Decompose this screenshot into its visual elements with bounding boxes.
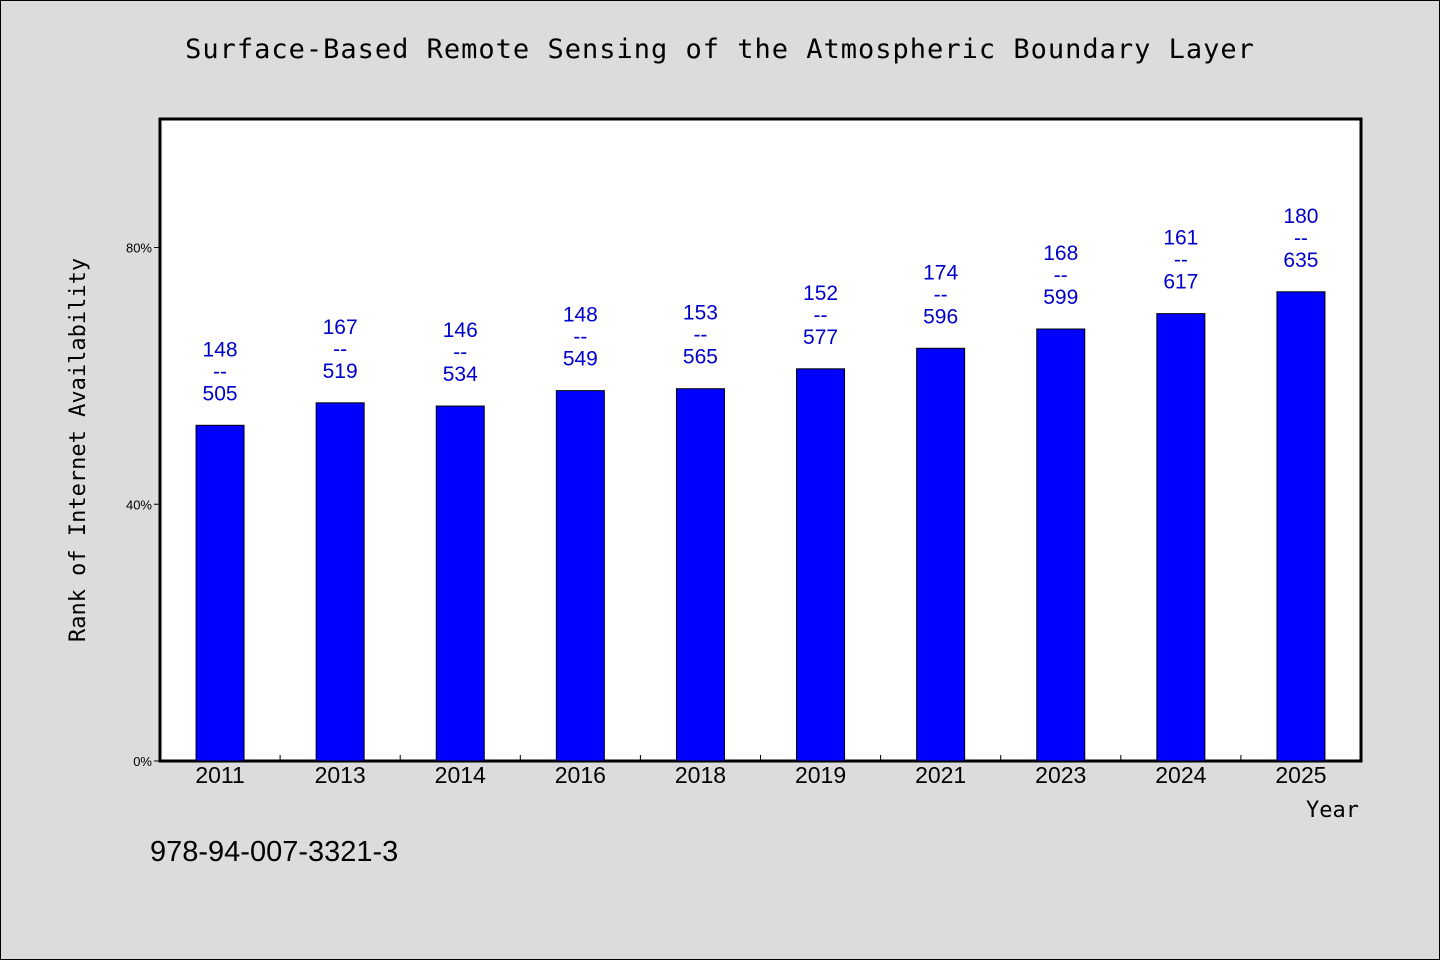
data-label-2014-bottom: 534 — [443, 363, 478, 386]
data-label-2013-bottom: 519 — [323, 360, 358, 383]
data-label-2025-top: 180 — [1283, 205, 1318, 228]
data-label-2014-top: 146 — [443, 319, 478, 342]
bar-2025 — [1276, 291, 1326, 762]
bar-2024 — [1156, 313, 1206, 762]
data-label-2021-top: 174 — [923, 261, 958, 284]
bar-2023 — [1036, 328, 1086, 762]
y-tick-label-40: 40% — [126, 497, 152, 512]
data-label-2023-sep: -- — [1054, 264, 1068, 287]
data-label-2023-top: 168 — [1043, 242, 1078, 265]
x-tick-label-2025: 2025 — [1275, 762, 1326, 788]
bar-2016 — [555, 390, 605, 762]
y-tick-label-0: 0% — [133, 754, 152, 769]
x-tick-label-2016: 2016 — [555, 762, 606, 788]
x-tick-label-2011: 2011 — [195, 762, 244, 788]
x-axis-label: Year — [1306, 798, 1359, 823]
isbn-text: 978-94-007-3321-3 — [150, 836, 399, 868]
data-label-2011-top: 148 — [203, 338, 238, 361]
data-label-2025-bottom: 635 — [1283, 249, 1318, 272]
bar-2014 — [435, 405, 485, 762]
data-label-2016-top: 148 — [563, 304, 598, 327]
y-tick-label-80: 80% — [126, 241, 152, 256]
bar-2021 — [916, 347, 966, 762]
x-tick-label-2014: 2014 — [435, 762, 486, 788]
data-label-2018-sep: -- — [693, 324, 707, 347]
x-tick-label-2021: 2021 — [915, 762, 966, 788]
data-label-2024-top: 161 — [1163, 227, 1198, 250]
data-label-2014-sep: -- — [453, 341, 467, 364]
data-label-2011-sep: -- — [213, 360, 227, 383]
bar-2013 — [315, 402, 365, 762]
bar-2019 — [796, 368, 846, 762]
data-label-2023-bottom: 599 — [1043, 286, 1078, 309]
chart-title: Surface-Based Remote Sensing of the Atmo… — [185, 34, 1255, 65]
x-tick-label-2013: 2013 — [315, 762, 366, 788]
data-label-2013-sep: -- — [333, 338, 347, 361]
bar-2018 — [675, 388, 725, 762]
data-label-2021-sep: -- — [934, 283, 948, 306]
x-tick-label-2019: 2019 — [795, 762, 846, 788]
data-label-2025-sep: -- — [1294, 227, 1308, 250]
x-tick-label-2018: 2018 — [675, 762, 726, 788]
data-label-2019-bottom: 577 — [803, 326, 838, 349]
data-label-2016-bottom: 549 — [563, 348, 598, 371]
data-label-2016-sep: -- — [573, 326, 587, 349]
data-label-2021-bottom: 596 — [923, 305, 958, 328]
data-label-2013-top: 167 — [323, 316, 358, 339]
y-axis-label: Rank of Internet Availability — [66, 258, 91, 642]
data-label-2018-bottom: 565 — [683, 346, 718, 369]
x-tick-label-2024: 2024 — [1155, 762, 1206, 788]
data-label-2018-top: 153 — [683, 302, 718, 325]
data-label-2019-top: 152 — [803, 282, 838, 305]
data-label-2024-sep: -- — [1174, 249, 1188, 272]
x-tick-label-2023: 2023 — [1035, 762, 1086, 788]
data-label-2019-sep: -- — [814, 304, 828, 327]
data-label-2024-bottom: 617 — [1163, 271, 1198, 294]
bar-2011 — [195, 424, 245, 762]
data-label-2011-bottom: 505 — [203, 382, 238, 405]
